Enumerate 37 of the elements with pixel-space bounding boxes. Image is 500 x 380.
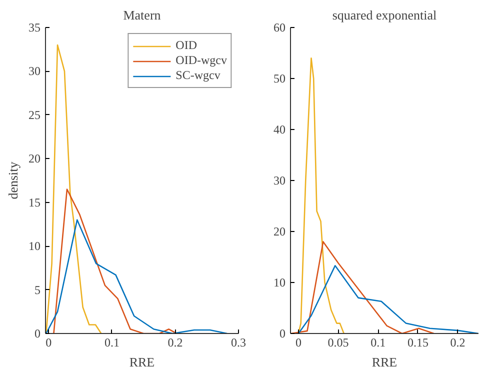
y-tick-label: 50 xyxy=(274,72,286,86)
x-axis-title: RRE xyxy=(372,354,398,370)
y-tick-label: 30 xyxy=(28,64,40,78)
y-tick-label: 20 xyxy=(28,152,40,166)
x-tick-label: 0.15 xyxy=(407,336,428,350)
x-tick-label: 0 xyxy=(46,336,52,350)
y-axis-title: density xyxy=(6,161,20,200)
line-series xyxy=(46,44,102,334)
y-tick-label: 60 xyxy=(274,20,286,34)
y-tick-label: 10 xyxy=(274,276,286,290)
legend-label: OID-wgcv xyxy=(176,53,227,68)
y-tick-label: 35 xyxy=(28,20,40,34)
chart-title: Matern xyxy=(123,8,162,22)
line-series xyxy=(46,219,228,334)
x-tick-label: 0.1 xyxy=(370,336,386,350)
x-tick-label: 0.1 xyxy=(104,336,120,350)
legend-label: OID xyxy=(176,38,197,53)
y-tick-label: 15 xyxy=(28,195,40,210)
y-tick-label: 5 xyxy=(34,282,40,297)
line-series xyxy=(290,241,435,334)
x-tick-label: 0.2 xyxy=(450,336,466,350)
x-tick-label: 0.3 xyxy=(231,336,246,350)
x-tick-label: 0 xyxy=(295,336,302,350)
y-tick-label: 10 xyxy=(28,239,40,254)
x-axis-title: RRE xyxy=(129,354,155,370)
y-tick-label: 25 xyxy=(28,108,40,122)
y-tick-label: 0 xyxy=(34,326,40,340)
line-series xyxy=(53,188,178,334)
line-series xyxy=(298,265,478,334)
y-tick-label: 20 xyxy=(274,224,286,238)
x-tick-label: 0.2 xyxy=(168,336,183,350)
legend-label: SC-wgcv xyxy=(176,68,220,83)
chart-title: squared exponential xyxy=(332,8,438,22)
y-tick-label: 0 xyxy=(280,326,286,340)
x-tick-label: 0.05 xyxy=(328,336,349,350)
y-tick-label: 30 xyxy=(274,174,286,188)
y-tick-label: 40 xyxy=(274,122,286,136)
